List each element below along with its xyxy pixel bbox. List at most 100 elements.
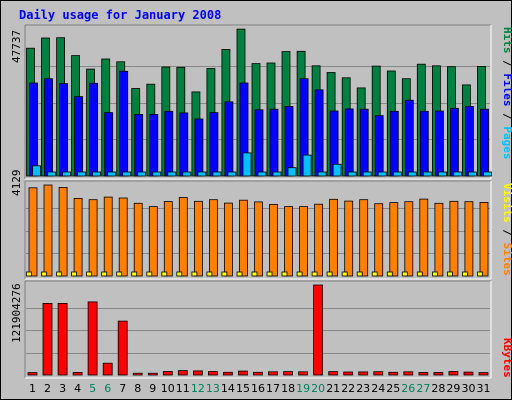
bar-files-day-6 bbox=[104, 112, 114, 177]
bar-kbytes-day-29 bbox=[448, 371, 459, 376]
bar-sites-day-22 bbox=[341, 271, 348, 277]
bar-pages-day-13 bbox=[212, 171, 222, 177]
x-tick-day-27: 27 bbox=[416, 382, 430, 395]
bar-pages-day-9 bbox=[152, 171, 162, 177]
bar-sites-day-26 bbox=[401, 271, 408, 277]
x-tick-day-14: 14 bbox=[221, 382, 235, 395]
bar-sites-day-23 bbox=[356, 271, 363, 277]
bar-sites-day-12 bbox=[191, 271, 198, 277]
x-tick-day-2: 2 bbox=[44, 382, 51, 395]
bar-sites-day-2 bbox=[41, 271, 47, 277]
bar-files-day-23 bbox=[359, 108, 369, 177]
x-tick-day-16: 16 bbox=[251, 382, 265, 395]
bar-files-day-29 bbox=[449, 107, 459, 177]
panel-hits-files-pages: 47737 Hits / Files / Pages bbox=[10, 24, 512, 180]
bar-pages-day-4 bbox=[77, 171, 86, 177]
bar-kbytes-day-14 bbox=[222, 371, 233, 376]
bar-sites-day-31 bbox=[477, 271, 483, 277]
bar-pages-day-28 bbox=[437, 171, 447, 177]
chart-title: Daily usage for January 2008 bbox=[19, 8, 221, 22]
bar-pages-day-22 bbox=[347, 171, 357, 177]
bar-visits-day-16 bbox=[254, 201, 263, 277]
x-tick-day-12: 12 bbox=[191, 382, 205, 395]
bar-visits-day-8 bbox=[133, 202, 143, 277]
legend-visits-sites: Visits / Sites bbox=[501, 183, 512, 276]
legend-item: Files bbox=[501, 73, 512, 106]
bar-pages-day-11 bbox=[182, 171, 192, 177]
bar-visits-day-11 bbox=[178, 197, 188, 277]
bar-kbytes-day-18 bbox=[283, 371, 294, 376]
legend-kbytes: KBytes bbox=[501, 338, 512, 378]
bar-sites-day-27 bbox=[416, 271, 423, 277]
x-tick-day-1: 1 bbox=[29, 382, 36, 395]
bar-visits-day-28 bbox=[434, 202, 444, 277]
bar-kbytes-day-6 bbox=[102, 362, 113, 376]
bar-visits-day-25 bbox=[389, 202, 399, 277]
x-tick-day-25: 25 bbox=[386, 382, 400, 395]
bar-pages-day-30 bbox=[467, 171, 477, 177]
bar-pages-day-10 bbox=[167, 171, 177, 177]
legend-hits-files-pages: Hits / Files / Pages bbox=[501, 27, 512, 160]
bar-sites-day-25 bbox=[386, 271, 393, 277]
bar-files-day-1 bbox=[29, 82, 38, 177]
x-tick-day-6: 6 bbox=[104, 382, 111, 395]
bar-kbytes-day-19 bbox=[298, 371, 309, 376]
bar-files-day-2 bbox=[44, 78, 53, 177]
bar-visits-day-22 bbox=[344, 200, 354, 277]
bar-visits-day-24 bbox=[374, 203, 384, 277]
bar-pages-day-27 bbox=[422, 171, 432, 177]
bar-visits-day-19 bbox=[299, 206, 309, 277]
bar-files-day-20 bbox=[314, 89, 324, 177]
bar-kbytes-day-1 bbox=[27, 372, 38, 376]
bar-kbytes-day-31 bbox=[478, 372, 489, 376]
x-tick-day-8: 8 bbox=[134, 382, 141, 395]
y-max-label: 4129 bbox=[10, 170, 23, 197]
bar-pages-day-15 bbox=[242, 152, 252, 177]
bar-files-day-4 bbox=[74, 96, 83, 177]
legend-item: Hits bbox=[501, 27, 512, 54]
bar-sites-day-8 bbox=[131, 271, 138, 277]
bar-kbytes-day-12 bbox=[192, 370, 203, 376]
bar-visits-day-1 bbox=[28, 187, 38, 277]
bar-files-day-16 bbox=[254, 109, 264, 177]
bar-sites-day-11 bbox=[176, 271, 183, 277]
bar-sites-day-17 bbox=[266, 271, 273, 277]
bar-sites-day-5 bbox=[86, 271, 92, 277]
bar-kbytes-day-13 bbox=[207, 371, 218, 376]
x-tick-day-17: 17 bbox=[266, 382, 280, 395]
bar-files-day-7 bbox=[119, 70, 129, 177]
bar-sites-day-30 bbox=[461, 271, 468, 277]
bar-files-day-9 bbox=[149, 114, 159, 177]
bar-kbytes-day-20 bbox=[313, 284, 324, 376]
bar-visits-day-13 bbox=[208, 199, 218, 277]
bar-visits-day-14 bbox=[223, 202, 233, 277]
x-tick-day-11: 11 bbox=[176, 382, 190, 395]
bar-sites-day-29 bbox=[446, 271, 453, 277]
bar-kbytes-day-5 bbox=[87, 301, 98, 376]
x-tick-day-18: 18 bbox=[281, 382, 295, 395]
bar-pages-day-20 bbox=[317, 171, 327, 177]
bar-kbytes-day-30 bbox=[463, 371, 474, 376]
bar-files-day-18 bbox=[284, 106, 294, 177]
bar-visits-day-3 bbox=[58, 186, 68, 277]
bar-visits-day-21 bbox=[329, 198, 339, 277]
bar-visits-day-9 bbox=[148, 206, 158, 277]
bar-kbytes-day-4 bbox=[72, 371, 83, 376]
panel-kbytes: 121904276 KBytes bbox=[10, 280, 512, 379]
bar-sites-day-6 bbox=[101, 271, 108, 277]
bar-files-day-11 bbox=[179, 112, 189, 177]
bar-kbytes-day-10 bbox=[162, 371, 173, 376]
legend-item: KBytes bbox=[501, 338, 512, 378]
bar-files-day-22 bbox=[344, 108, 354, 177]
bar-files-day-28 bbox=[434, 110, 444, 177]
bar-pages-day-14 bbox=[227, 171, 237, 177]
bar-visits-day-17 bbox=[269, 203, 278, 277]
bar-sites-day-21 bbox=[326, 271, 333, 277]
bar-kbytes-day-21 bbox=[328, 371, 339, 376]
bar-sites-day-3 bbox=[56, 271, 62, 277]
x-tick-day-3: 3 bbox=[59, 382, 66, 395]
bar-pages-day-5 bbox=[92, 171, 101, 177]
bar-files-day-24 bbox=[374, 115, 384, 177]
bar-sites-day-19 bbox=[296, 271, 303, 277]
bar-files-day-12 bbox=[194, 118, 204, 177]
